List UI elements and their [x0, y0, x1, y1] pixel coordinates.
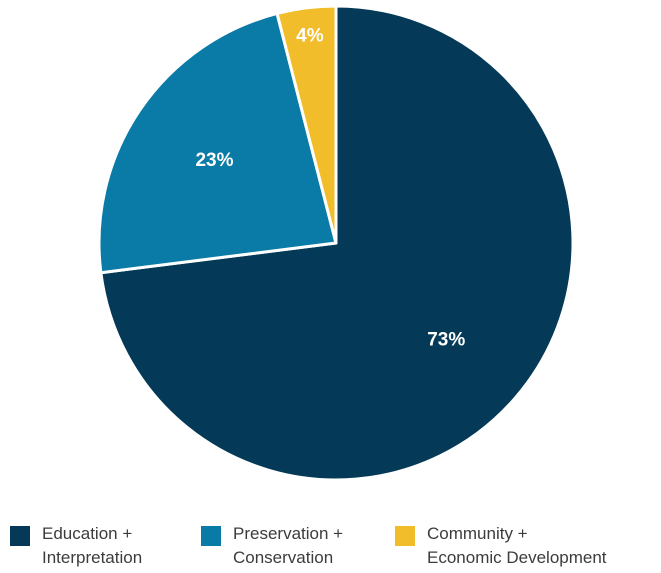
legend-label-line: Community + — [427, 524, 528, 543]
legend-label-line: Interpretation — [42, 548, 143, 567]
legend-item-education: Education + Interpretation — [10, 522, 142, 570]
legend-swatch-preservation — [201, 526, 221, 546]
pie-slice-3 — [275, 4, 338, 245]
pie-slice-label-3: 4% — [296, 26, 324, 47]
legend-swatch-education — [10, 526, 30, 546]
legend-label-line: Education + — [42, 524, 133, 543]
legend-label-line: Economic Development — [427, 548, 607, 567]
legend-swatch-community — [395, 526, 415, 546]
pie-slice-2 — [97, 11, 338, 275]
legend-item-community: Community + Economic Development — [395, 522, 607, 570]
legend-label-preservation: Preservation + Conservation — [233, 522, 343, 570]
chart-legend: Education + Interpretation Preservation … — [0, 522, 661, 573]
pie-slice-label-2: 23% — [195, 150, 233, 171]
pie-slice-label-1: 73% — [427, 330, 465, 351]
pie-chart: 73% 23% 4% — [97, 4, 575, 482]
legend-label-education: Education + Interpretation — [42, 522, 142, 570]
legend-label-community: Community + Economic Development — [427, 522, 607, 570]
legend-label-line: Conservation — [233, 548, 334, 567]
legend-item-preservation: Preservation + Conservation — [201, 522, 343, 570]
legend-label-line: Preservation + — [233, 524, 344, 543]
